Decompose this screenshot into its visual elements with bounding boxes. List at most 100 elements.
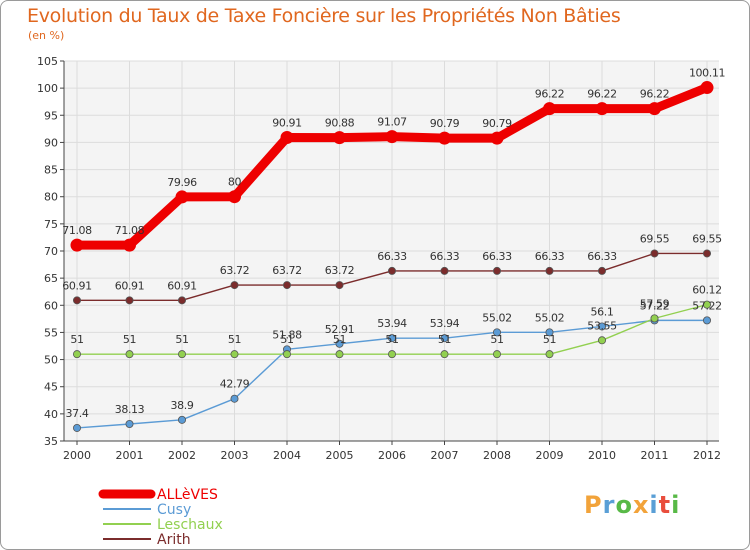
- x-tick-label: 2001: [116, 449, 144, 462]
- data-point: [335, 339, 344, 348]
- data-label: 71.08: [115, 224, 145, 237]
- data-point: [490, 131, 504, 145]
- data-label: 66.33: [535, 250, 565, 263]
- legend-label: Cusy: [157, 502, 191, 518]
- y-tick-label: 65: [44, 272, 58, 285]
- data-label: 79.96: [167, 176, 197, 189]
- y-tick-label: 90: [44, 136, 58, 149]
- data-label: 66.33: [377, 250, 407, 263]
- data-label: 63.72: [272, 264, 302, 277]
- data-point: [228, 190, 241, 204]
- data-point: [492, 350, 501, 359]
- data-point: [440, 266, 449, 275]
- data-label: 57.22: [692, 299, 722, 312]
- y-tick-label: 105: [37, 55, 58, 68]
- y-tick-label: 95: [44, 109, 58, 122]
- data-point: [125, 296, 134, 305]
- data-point: [333, 131, 346, 145]
- data-label: 90.79: [430, 117, 460, 130]
- data-label: 53.94: [430, 317, 460, 330]
- x-tick-label: 2008: [483, 449, 511, 462]
- legend-label: Arith: [157, 532, 191, 548]
- y-tick-label: 80: [44, 191, 58, 204]
- data-point: [650, 314, 659, 323]
- data-label: 42.79: [220, 378, 250, 391]
- logo-letter: P: [584, 491, 603, 519]
- x-tick-label: 2005: [326, 449, 354, 462]
- data-label: 80: [228, 176, 242, 189]
- data-label: 91.07: [377, 116, 407, 129]
- logo-letter: o: [615, 491, 633, 519]
- proxiti-logo: Proxiti: [584, 491, 680, 519]
- data-point: [73, 423, 82, 432]
- data-point: [387, 266, 396, 275]
- data-label: 90.79: [482, 117, 512, 130]
- data-label: 96.22: [535, 88, 565, 101]
- data-label: 51: [490, 333, 503, 346]
- data-point: [282, 281, 291, 290]
- y-tick-label: 50: [44, 354, 58, 367]
- data-label: 51: [175, 333, 188, 346]
- y-tick-label: 60: [44, 299, 58, 312]
- data-label: 51: [228, 333, 241, 346]
- data-label: 90.91: [272, 116, 302, 129]
- data-point: [387, 350, 396, 359]
- data-label: 60.91: [167, 279, 197, 292]
- data-point: [125, 420, 134, 429]
- data-label: 38.9: [171, 399, 194, 412]
- logo-letter: x: [632, 491, 650, 519]
- data-label: 66.33: [482, 250, 512, 263]
- chart-title: Evolution du Taux de Taxe Foncière sur l…: [27, 5, 621, 27]
- data-point: [440, 334, 449, 343]
- x-tick-label: 2000: [63, 449, 91, 462]
- data-point: [123, 238, 136, 252]
- data-point: [177, 296, 186, 305]
- data-label: 53.55: [587, 319, 617, 332]
- data-label: 69.55: [692, 232, 722, 245]
- y-tick-label: 75: [44, 218, 58, 231]
- data-label: 60.91: [62, 279, 92, 292]
- data-label: 96.22: [640, 88, 670, 101]
- data-label: 56.1: [591, 305, 614, 318]
- data-label: 51: [543, 333, 556, 346]
- data-point: [438, 131, 451, 145]
- data-point: [73, 296, 82, 305]
- unit-label: (en %): [28, 29, 65, 42]
- data-point: [545, 266, 554, 275]
- data-label: 66.33: [587, 250, 617, 263]
- data-point: [650, 249, 659, 258]
- data-label: 60.12: [692, 284, 722, 297]
- data-point: [703, 316, 712, 325]
- data-label: 66.33: [430, 250, 460, 263]
- data-label: 96.22: [587, 88, 617, 101]
- data-point: [598, 322, 607, 331]
- data-point: [177, 415, 186, 424]
- data-point: [70, 238, 84, 252]
- data-label: 71.08: [62, 224, 92, 237]
- x-tick-label: 2003: [221, 449, 249, 462]
- legend-label: ALLèVES: [157, 487, 218, 503]
- y-tick-label: 40: [44, 408, 58, 421]
- logo-letter: i: [649, 491, 659, 519]
- x-tick-label: 2010: [588, 449, 616, 462]
- data-point: [543, 102, 556, 116]
- data-label: 69.55: [640, 232, 670, 245]
- data-point: [385, 130, 399, 144]
- data-label: 53.94: [377, 317, 407, 330]
- data-point: [492, 328, 501, 337]
- logo-letter: r: [602, 491, 616, 519]
- y-tick-label: 85: [44, 164, 58, 177]
- data-label: 63.72: [220, 264, 250, 277]
- data-label: 38.13: [115, 403, 145, 416]
- data-point: [335, 281, 344, 290]
- y-tick-label: 45: [44, 381, 58, 394]
- data-label: 51: [123, 333, 136, 346]
- data-point: [175, 190, 189, 204]
- data-point: [598, 336, 607, 345]
- data-point: [230, 281, 239, 290]
- data-point: [700, 81, 714, 95]
- data-label: 55.02: [535, 311, 565, 324]
- x-tick-label: 2011: [641, 449, 669, 462]
